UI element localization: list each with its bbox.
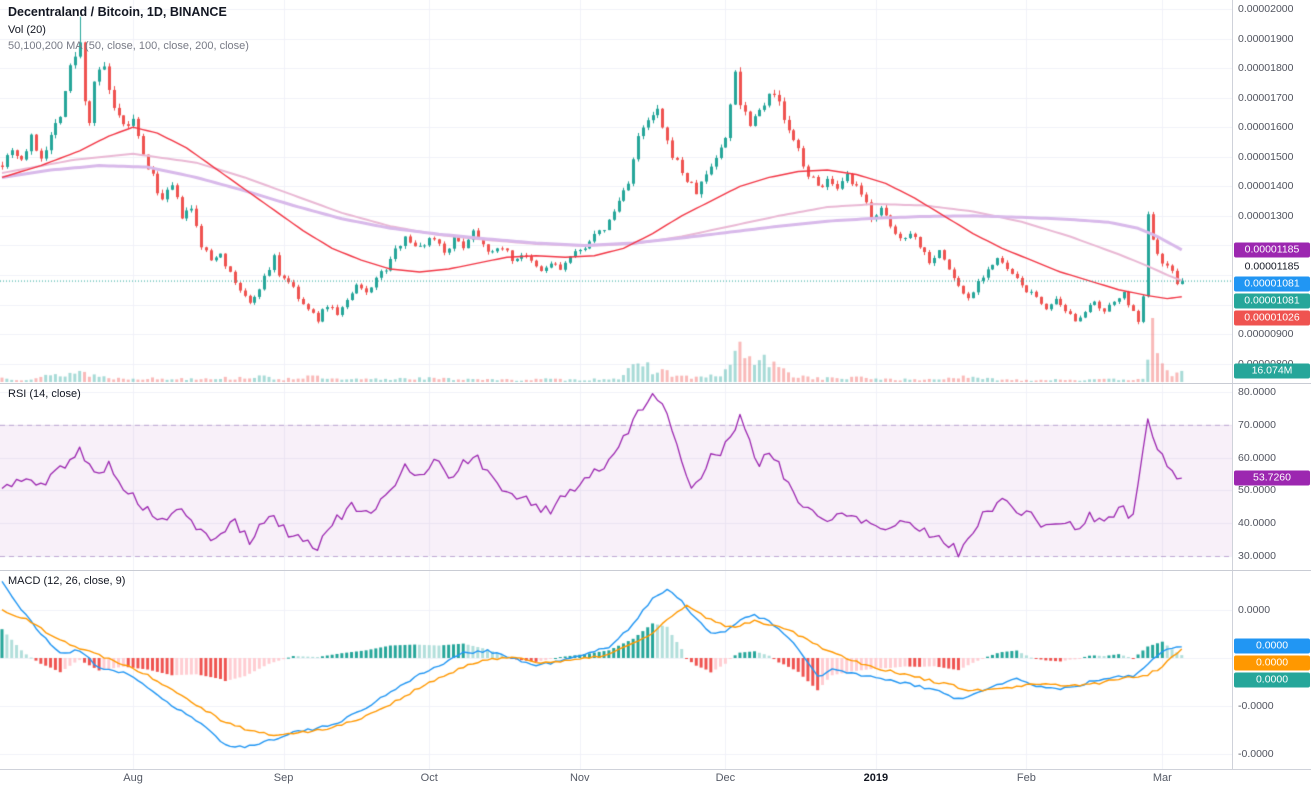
time-axis-label: Mar	[1152, 772, 1172, 784]
time-axis-label: Oct	[420, 772, 438, 784]
macd-badge: 0.0000	[1234, 655, 1310, 671]
time-axis-label: 2019	[863, 772, 889, 784]
time-axis-label: Nov	[569, 772, 590, 784]
ma-indicator-label[interactable]: 50,100,200 MA (50, close, 100, close, 20…	[8, 40, 249, 52]
price-badge: 0.00001026	[1234, 310, 1310, 326]
time-axis-label: Sep	[273, 772, 294, 784]
volume-indicator-label[interactable]: Vol (20)	[8, 24, 46, 36]
axis-tick: 0.00001800	[1238, 62, 1294, 75]
time-axis-label: Aug	[123, 772, 143, 784]
time-axis-label: Dec	[715, 772, 736, 784]
axis-tick: 0.0000	[1238, 604, 1271, 616]
axis-tick: 0.00001900	[1238, 32, 1294, 45]
pane-separator[interactable]	[0, 570, 1311, 571]
axis-tick: 30.0000	[1238, 550, 1276, 562]
rsi-indicator-label[interactable]: RSI (14, close)	[8, 388, 81, 400]
time-axis[interactable]: Aug Sep Oct Nov Dec 2019 Feb Mar	[0, 769, 1311, 787]
price-badge: 0.00001185	[1234, 259, 1310, 275]
macd-badge: 0.0000	[1234, 638, 1310, 654]
price-axis[interactable]: 0.00002000 0.00001900 0.00001800 0.00001700…	[1232, 0, 1311, 769]
axis-tick: 0.00001600	[1238, 121, 1294, 134]
axis-tick: -0.0000	[1238, 700, 1274, 712]
price-badge: 0.00001081	[1234, 293, 1310, 309]
macd-badge: 0.0000	[1234, 672, 1310, 688]
axis-tick: 80.0000	[1238, 386, 1276, 398]
axis-tick: 0.00001500	[1238, 150, 1294, 163]
axis-tick: 40.0000	[1238, 517, 1276, 530]
axis-tick: 0.00001700	[1238, 91, 1294, 104]
volume-badge: 16.074M	[1234, 363, 1310, 379]
pane-separator[interactable]	[0, 383, 1311, 384]
chart-canvas[interactable]	[0, 0, 1232, 769]
macd-indicator-label[interactable]: MACD (12, 26, close, 9)	[8, 575, 126, 587]
axis-tick: 60.0000	[1238, 451, 1276, 464]
axis-tick: 0.00001400	[1238, 180, 1294, 193]
axis-tick: 50.0000	[1238, 484, 1276, 497]
axis-tick: 0.00002000	[1238, 3, 1294, 15]
axis-tick: 0.00001300	[1238, 209, 1294, 222]
time-axis-label: Feb	[1016, 772, 1036, 784]
rsi-badge: 53.7260	[1234, 470, 1310, 486]
axis-tick: 70.0000	[1238, 418, 1276, 431]
symbol-title[interactable]: Decentraland / Bitcoin, 1D, BINANCE	[8, 5, 227, 19]
axis-tick: 0.00000900	[1238, 328, 1294, 341]
price-badge: 0.00001081	[1234, 276, 1310, 292]
price-badge: 0.00001185	[1234, 242, 1310, 258]
axis-tick: -0.0000	[1238, 748, 1274, 760]
